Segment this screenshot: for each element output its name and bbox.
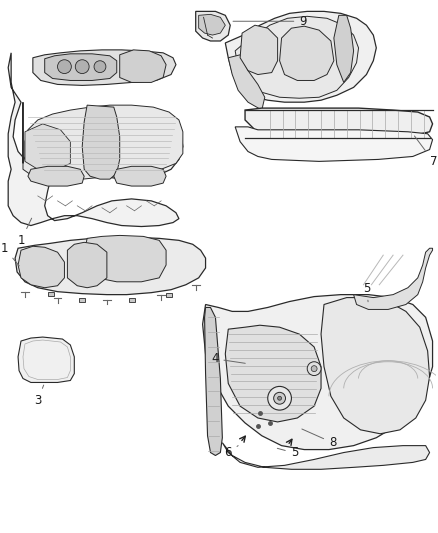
Text: 9: 9 xyxy=(233,15,307,28)
Polygon shape xyxy=(196,11,230,41)
Polygon shape xyxy=(245,108,433,140)
Circle shape xyxy=(268,386,291,410)
Polygon shape xyxy=(225,11,376,102)
Circle shape xyxy=(57,60,71,74)
Polygon shape xyxy=(114,166,166,186)
Circle shape xyxy=(75,60,89,74)
Text: 4: 4 xyxy=(211,352,245,365)
Polygon shape xyxy=(240,25,278,75)
Circle shape xyxy=(307,362,321,376)
Text: 5: 5 xyxy=(363,281,370,302)
Polygon shape xyxy=(18,337,74,383)
Polygon shape xyxy=(18,246,64,288)
Polygon shape xyxy=(321,297,430,434)
Polygon shape xyxy=(353,248,433,310)
Bar xyxy=(79,297,85,302)
Polygon shape xyxy=(225,325,321,422)
Polygon shape xyxy=(235,127,433,161)
Bar xyxy=(48,292,53,296)
Polygon shape xyxy=(25,124,71,169)
Polygon shape xyxy=(223,443,430,470)
Bar xyxy=(166,293,172,296)
Polygon shape xyxy=(82,105,120,179)
Polygon shape xyxy=(205,308,223,456)
Text: 7: 7 xyxy=(414,136,437,168)
Text: 1: 1 xyxy=(17,218,32,247)
Text: 8: 8 xyxy=(302,429,336,449)
Circle shape xyxy=(278,396,282,400)
Polygon shape xyxy=(228,55,265,110)
Polygon shape xyxy=(28,166,84,186)
Polygon shape xyxy=(23,102,183,179)
Polygon shape xyxy=(199,14,225,35)
Polygon shape xyxy=(84,236,166,282)
Polygon shape xyxy=(67,243,107,288)
Polygon shape xyxy=(203,295,433,449)
Polygon shape xyxy=(120,50,166,83)
Polygon shape xyxy=(45,54,117,80)
Polygon shape xyxy=(279,26,334,80)
Polygon shape xyxy=(15,237,205,295)
Text: 5: 5 xyxy=(277,447,298,459)
Text: 3: 3 xyxy=(34,385,44,407)
Polygon shape xyxy=(334,15,353,83)
Text: 6: 6 xyxy=(225,446,238,459)
Circle shape xyxy=(94,61,106,72)
Bar xyxy=(129,297,134,302)
Text: 1: 1 xyxy=(1,242,19,266)
Circle shape xyxy=(311,366,317,372)
Polygon shape xyxy=(8,53,183,227)
Polygon shape xyxy=(235,17,359,98)
Polygon shape xyxy=(33,50,176,85)
Circle shape xyxy=(274,392,286,404)
